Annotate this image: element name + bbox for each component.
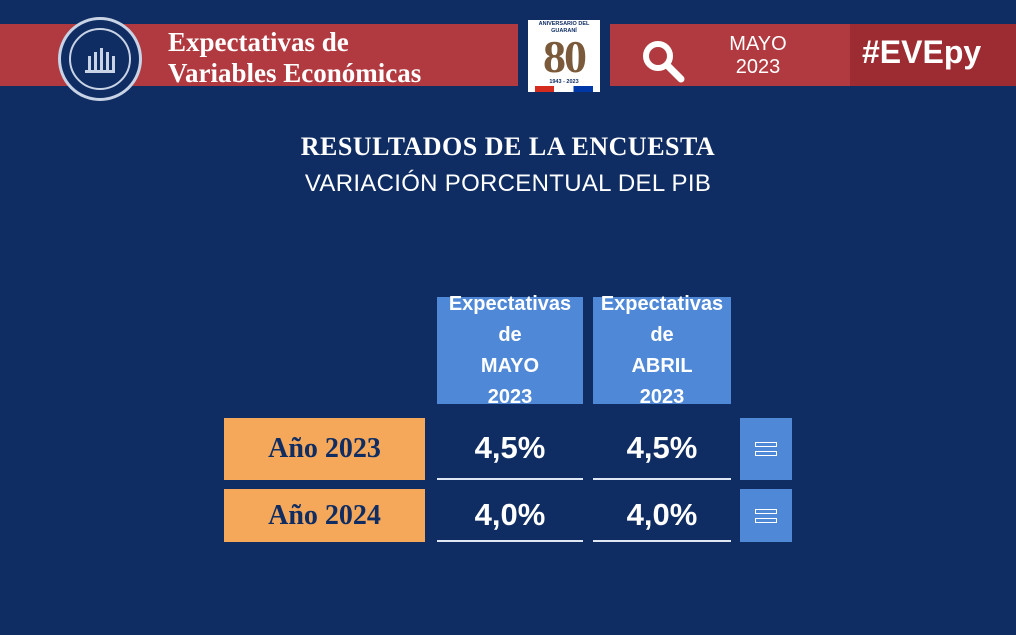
equal-icon — [755, 508, 777, 523]
hashtag-banner — [850, 24, 1016, 86]
header-title-line2: Variables Económicas — [168, 58, 422, 88]
search-icon — [640, 38, 686, 84]
column-header-may-line1: Expectativas de — [448, 292, 572, 346]
column-header-april-line3: 2023 — [639, 385, 685, 408]
badge-brand: GUARANÍ — [551, 27, 577, 34]
survey-year: 2023 — [735, 56, 781, 78]
column-header-april: Expectativas de ABRIL 2023 — [593, 293, 731, 408]
cell-2024-april: 4,0% — [593, 489, 731, 542]
column-header-may-line3: 2023 — [487, 385, 533, 408]
header-title-line1: Expectativas de — [168, 27, 349, 57]
equal-icon — [755, 442, 777, 456]
row-label-2024: Año 2024 — [224, 489, 425, 542]
page-subtitle: VARIACIÓN PORCENTUAL DEL PIB — [304, 170, 712, 197]
change-indicator-2023 — [740, 418, 792, 480]
survey-date: MAYO 2023 — [706, 33, 810, 79]
paraguay-flag-stripe — [535, 85, 593, 92]
badge-top-text: ANIVERSARIO DEL — [538, 20, 590, 27]
column-header-april-line2: ABRIL — [631, 354, 693, 377]
header-title: Expectativas de Variables Económicas — [168, 27, 421, 89]
survey-month: MAYO — [729, 33, 787, 55]
badge-years: 1943 - 2023 — [549, 78, 579, 85]
hashtag-label: #EVEpy — [862, 34, 982, 70]
column-header-may: Expectativas de MAYO 2023 — [437, 293, 583, 408]
change-indicator-2024 — [740, 489, 792, 542]
cell-2023-may: 4,5% — [437, 418, 583, 480]
anniversary-80-badge: ANIVERSARIO DEL GUARANÍ 80 1943 - 2023 — [526, 18, 602, 94]
column-header-may-line2: MAYO — [480, 354, 540, 377]
central-bank-seal-logo — [58, 17, 142, 101]
column-header-april-line1: Expectativas de — [600, 292, 724, 346]
row-label-2023: Año 2023 — [224, 418, 425, 480]
bank-building-icon — [69, 28, 131, 90]
cell-2024-may: 4,0% — [437, 489, 583, 542]
page-title: RESULTADOS DE LA ENCUESTA — [300, 132, 716, 161]
badge-number: 80 — [543, 30, 587, 82]
cell-2023-april: 4,5% — [593, 418, 731, 480]
